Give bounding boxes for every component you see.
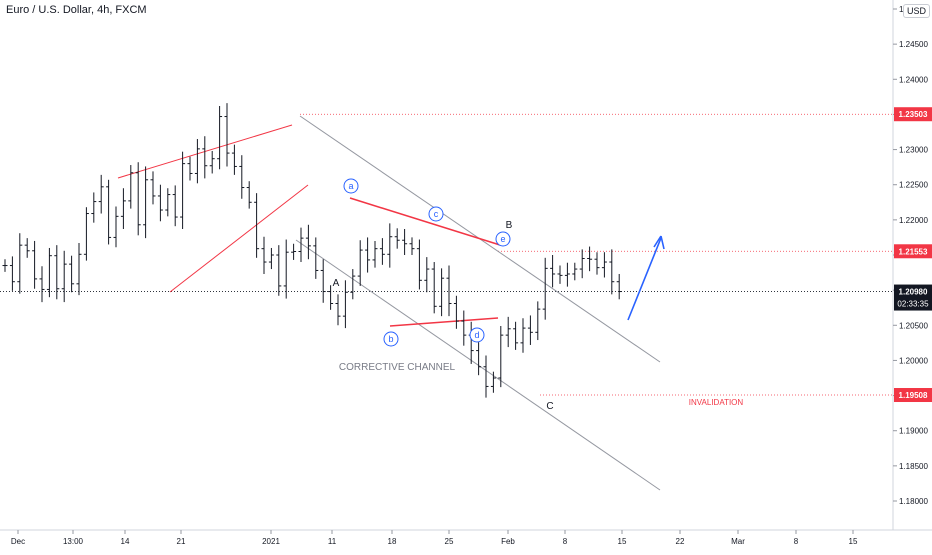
y-tick-label: 1.19000 [899, 427, 928, 436]
rising-wedge-lower-line [169, 184, 309, 293]
bar-countdown: 02:33:35 [897, 300, 929, 309]
x-tick-label: 15 [618, 537, 627, 546]
wave-b-label: b [388, 334, 393, 344]
y-tick-label: 1.18000 [899, 497, 928, 506]
y-tick-label: 1.24500 [899, 40, 928, 49]
triangle-upper-line [349, 197, 501, 246]
x-tick-label: 21 [177, 537, 186, 546]
wave-B-label: B [506, 220, 513, 231]
x-tick-label: 8 [563, 537, 568, 546]
y-tick-label: 1.20000 [899, 356, 928, 365]
last-price-tag-bg [894, 284, 932, 311]
last-price-tag: 1.20980 [899, 288, 928, 297]
wave-b-price-tag-bg [894, 244, 932, 259]
high-price-tag-bg [894, 107, 932, 122]
corrective-channel-label: CORRECTIVE CHANNEL [339, 362, 456, 373]
y-tick-label: 1.18500 [899, 462, 928, 471]
x-tick-label: 14 [121, 537, 130, 546]
high-price-tag: 1.23503 [899, 110, 928, 119]
x-tick-label: Mar [731, 537, 745, 546]
invalidation-price-tag-bg [894, 388, 932, 403]
x-tick-label: 15 [849, 537, 858, 546]
x-tick-label: 25 [445, 537, 454, 546]
x-tick-label: Feb [501, 537, 515, 546]
chart-title: Euro / U.S. Dollar, 4h, FXCM [6, 4, 147, 16]
x-tick-label: Dec [11, 537, 25, 546]
wave-A-label: A [333, 278, 340, 289]
x-tick-label: 2021 [262, 537, 280, 546]
wave-C-label: C [546, 401, 553, 412]
y-tick-label: 1.20500 [899, 321, 928, 330]
wave-c-label: c [434, 209, 439, 219]
wave-d-label: d [474, 330, 479, 340]
x-tick-label: 11 [328, 537, 337, 546]
wave-e-label: e [500, 234, 505, 244]
invalidation-label: INVALIDATION [689, 398, 744, 407]
y-tick-label: 1.23000 [899, 146, 928, 155]
x-tick-label: 8 [794, 537, 799, 546]
invalidation-price-tag: 1.19508 [899, 391, 928, 400]
forecast-arrow-head [653, 235, 665, 250]
channel-lower-line [295, 239, 661, 491]
wave-d-label-circle [469, 327, 485, 343]
wave-e-label-circle [495, 231, 511, 247]
triangle-lower-line [389, 317, 499, 327]
y-tick-label: 1.22000 [899, 216, 928, 225]
x-tick-label: 13:00 [63, 537, 84, 546]
wave-a-label-circle [343, 178, 359, 194]
wave-c-label-circle [428, 206, 444, 222]
forecast-arrow-shaft [627, 237, 662, 321]
y-tick-label: 1.22500 [899, 181, 928, 190]
wave-b-price-tag: 1.21553 [899, 247, 928, 256]
wave-a-label: a [348, 181, 353, 191]
y-tick-label: 1.24000 [899, 75, 928, 84]
currency-button[interactable]: USD [903, 4, 931, 18]
x-tick-label: 22 [676, 537, 685, 546]
x-tick-label: 18 [388, 537, 397, 546]
wave-b-label-circle [383, 331, 399, 347]
